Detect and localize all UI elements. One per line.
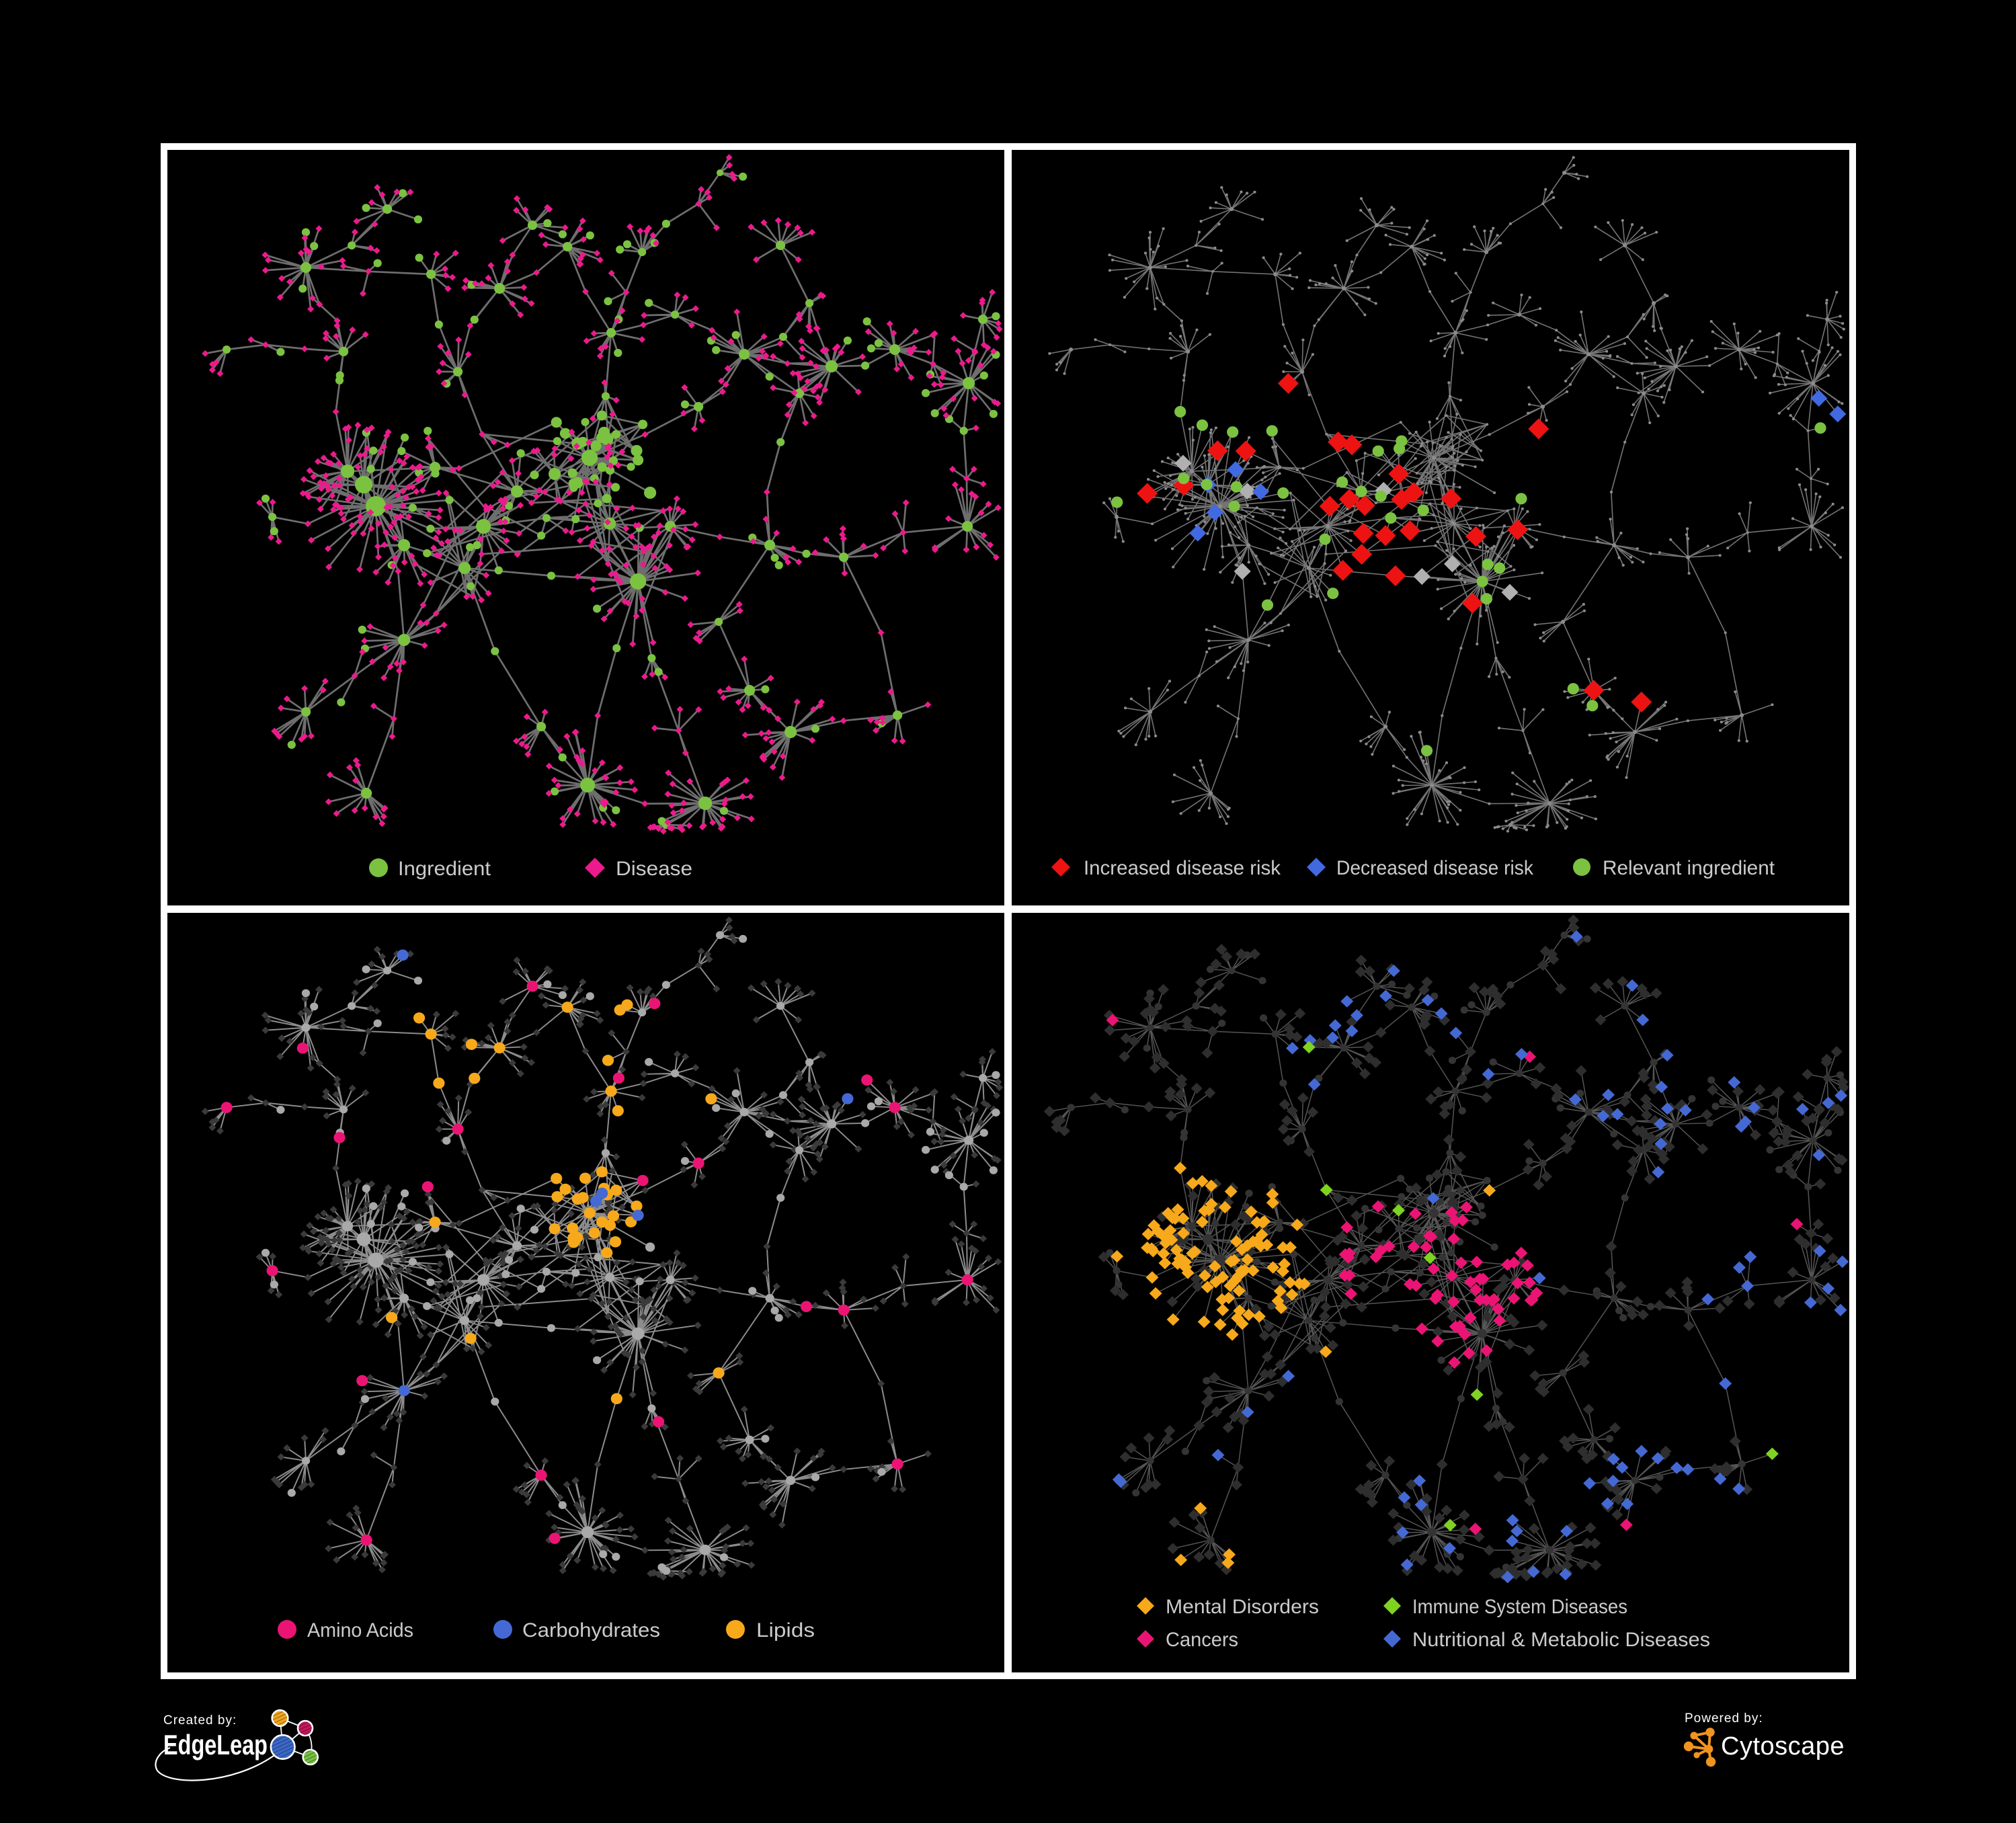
svg-text:Immune System Diseases: Immune System Diseases (1412, 1596, 1627, 1618)
svg-text:Lipids: Lipids (756, 1619, 815, 1642)
svg-text:Cytoscape: Cytoscape (1721, 1732, 1845, 1760)
svg-text:Amino Acids: Amino Acids (307, 1619, 413, 1642)
svg-text:Ingredient: Ingredient (398, 858, 491, 880)
svg-text:Created by:: Created by: (163, 1713, 237, 1728)
svg-text:Mental Disorders: Mental Disorders (1166, 1596, 1319, 1618)
svg-text:Disease: Disease (616, 858, 692, 880)
svg-text:EdgeLeap: EdgeLeap (163, 1729, 268, 1760)
svg-text:Carbohydrates: Carbohydrates (522, 1619, 660, 1642)
svg-text:Decreased disease risk: Decreased disease risk (1336, 857, 1534, 879)
svg-text:Increased disease risk: Increased disease risk (1084, 857, 1281, 879)
svg-text:Nutritional & Metabolic Diseas: Nutritional & Metabolic Diseases (1412, 1629, 1710, 1651)
svg-text:Cancers: Cancers (1166, 1629, 1238, 1651)
svg-text:Powered by:: Powered by: (1685, 1711, 1763, 1726)
svg-text:Relevant ingredient: Relevant ingredient (1603, 857, 1775, 879)
